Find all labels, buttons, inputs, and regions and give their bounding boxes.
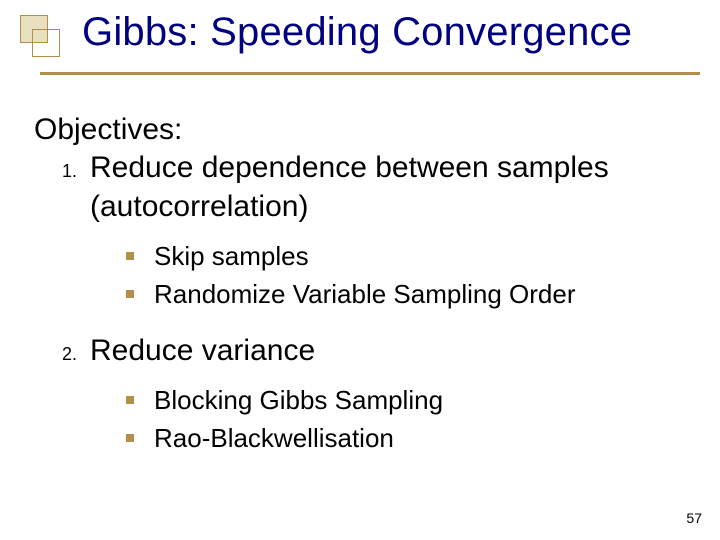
- title-bar: Gibbs: Speeding Convergence: [0, 8, 720, 88]
- list-item-label: Reduce dependence between samples (autoc…: [90, 151, 609, 222]
- slide-title: Gibbs: Speeding Convergence: [82, 10, 632, 55]
- list-item-label: Reduce variance: [90, 334, 315, 367]
- title-ornament: [20, 15, 50, 57]
- objectives-label: Objectives:: [34, 112, 694, 147]
- list-item: Reduce dependence between samples (autoc…: [82, 149, 694, 313]
- sub-list: Skip samples Randomize Variable Sampling…: [90, 238, 694, 313]
- sub-list-item-label: Blocking Gibbs Sampling: [154, 385, 443, 415]
- objectives-list: Reduce dependence between samples (autoc…: [34, 149, 694, 457]
- title-underline: [40, 72, 700, 75]
- list-item: Reduce variance Blocking Gibbs Sampling …: [82, 332, 694, 458]
- ornament-outline-box: [32, 29, 60, 57]
- sub-list-item: Skip samples: [154, 238, 694, 276]
- sub-list-item-label: Rao-Blackwellisation: [154, 423, 394, 453]
- bullet-square-icon: [126, 396, 134, 404]
- sub-list-item: Rao-Blackwellisation: [154, 420, 694, 458]
- slide-body: Objectives: Reduce dependence between sa…: [34, 112, 694, 475]
- bullet-square-icon: [126, 252, 134, 260]
- bullet-square-icon: [126, 290, 134, 298]
- sub-list: Blocking Gibbs Sampling Rao-Blackwellisa…: [90, 382, 694, 457]
- sub-list-item-label: Skip samples: [154, 241, 309, 271]
- page-number: 57: [686, 510, 702, 526]
- sub-list-item-label: Randomize Variable Sampling Order: [154, 279, 576, 309]
- sub-list-item: Randomize Variable Sampling Order: [154, 276, 694, 314]
- bullet-square-icon: [126, 434, 134, 442]
- sub-list-item: Blocking Gibbs Sampling: [154, 382, 694, 420]
